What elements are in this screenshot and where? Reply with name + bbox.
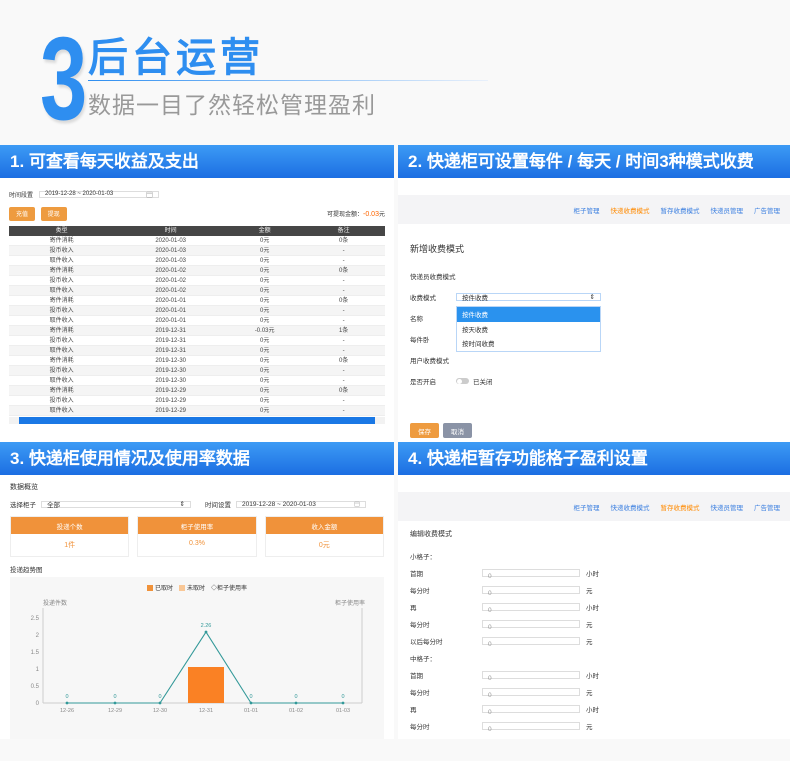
svg-text:0: 0: [158, 694, 161, 700]
svg-text:1.5: 1.5: [31, 650, 40, 656]
svg-text:01-02: 01-02: [289, 708, 303, 714]
svg-text:0: 0: [249, 694, 252, 700]
svg-text:0: 0: [294, 694, 297, 700]
svg-text:12-26: 12-26: [60, 708, 74, 714]
svg-text:投递件数: 投递件数: [43, 599, 67, 607]
svg-text:2.26: 2.26: [201, 623, 212, 629]
svg-text:12-31: 12-31: [199, 708, 213, 714]
svg-text:1: 1: [36, 667, 40, 673]
svg-text:2: 2: [36, 633, 40, 639]
svg-text:柜子使用率: 柜子使用率: [335, 599, 365, 607]
svg-text:2.5: 2.5: [31, 616, 40, 622]
svg-text:0: 0: [341, 694, 344, 700]
svg-text:12-30: 12-30: [153, 708, 167, 714]
svg-text:0: 0: [65, 694, 68, 700]
svg-text:01-03: 01-03: [336, 708, 350, 714]
svg-text:01-01: 01-01: [244, 708, 258, 714]
svg-text:0.5: 0.5: [31, 684, 40, 690]
svg-text:0: 0: [36, 701, 40, 707]
svg-text:12-29: 12-29: [108, 708, 122, 714]
svg-text:0: 0: [113, 694, 116, 700]
